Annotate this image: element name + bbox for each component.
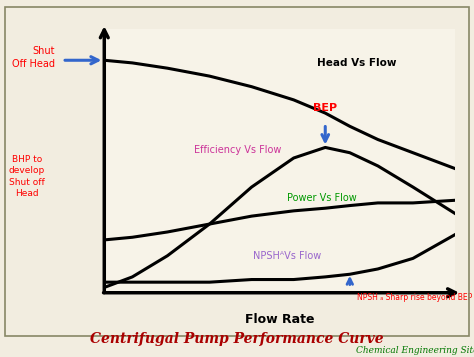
Text: Shut
Off Head: Shut Off Head bbox=[12, 46, 55, 69]
Text: Efficiency Vs Flow: Efficiency Vs Flow bbox=[194, 145, 281, 155]
Text: Flow Rate: Flow Rate bbox=[245, 313, 314, 326]
Text: Head Vs Flow: Head Vs Flow bbox=[317, 58, 397, 68]
Text: Chemical Engineering Site: Chemical Engineering Site bbox=[356, 346, 474, 355]
Text: NPSHᴬVs Flow: NPSHᴬVs Flow bbox=[253, 251, 321, 261]
Text: Centrifugal Pump Performance Curve: Centrifugal Pump Performance Curve bbox=[90, 332, 384, 346]
Text: BEP: BEP bbox=[313, 103, 337, 113]
Text: BHP to
develop
Shut off
Head: BHP to develop Shut off Head bbox=[9, 155, 45, 198]
Text: Power Vs Flow: Power Vs Flow bbox=[287, 193, 356, 203]
Text: NPSH ₐ Sharp rise beyond BEP: NPSH ₐ Sharp rise beyond BEP bbox=[357, 293, 472, 302]
